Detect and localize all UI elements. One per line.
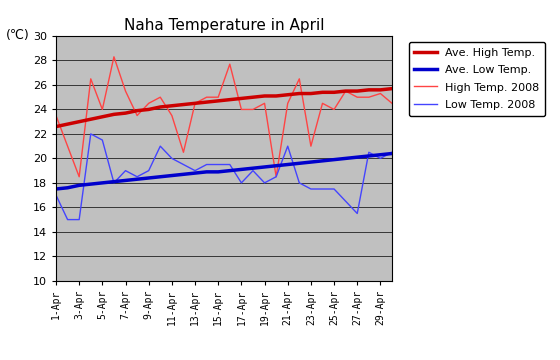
Text: (℃): (℃) — [6, 29, 29, 42]
Title: Naha Temperature in April: Naha Temperature in April — [124, 18, 324, 33]
Legend: Ave. High Temp., Ave. Low Temp., High Temp. 2008, Low Temp. 2008: Ave. High Temp., Ave. Low Temp., High Te… — [409, 41, 545, 116]
